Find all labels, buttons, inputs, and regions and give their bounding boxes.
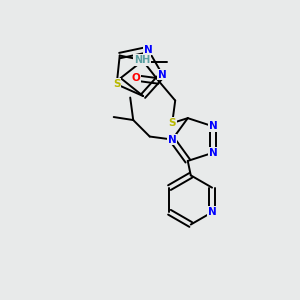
Text: N: N bbox=[208, 121, 217, 131]
Text: O: O bbox=[132, 73, 141, 83]
Text: N: N bbox=[158, 70, 167, 80]
Text: N: N bbox=[208, 207, 216, 217]
Text: N: N bbox=[208, 148, 217, 158]
Text: N: N bbox=[144, 44, 152, 55]
Text: S: S bbox=[113, 79, 120, 89]
Text: NH: NH bbox=[134, 55, 150, 65]
Text: S: S bbox=[169, 118, 176, 128]
Text: N: N bbox=[168, 134, 177, 145]
